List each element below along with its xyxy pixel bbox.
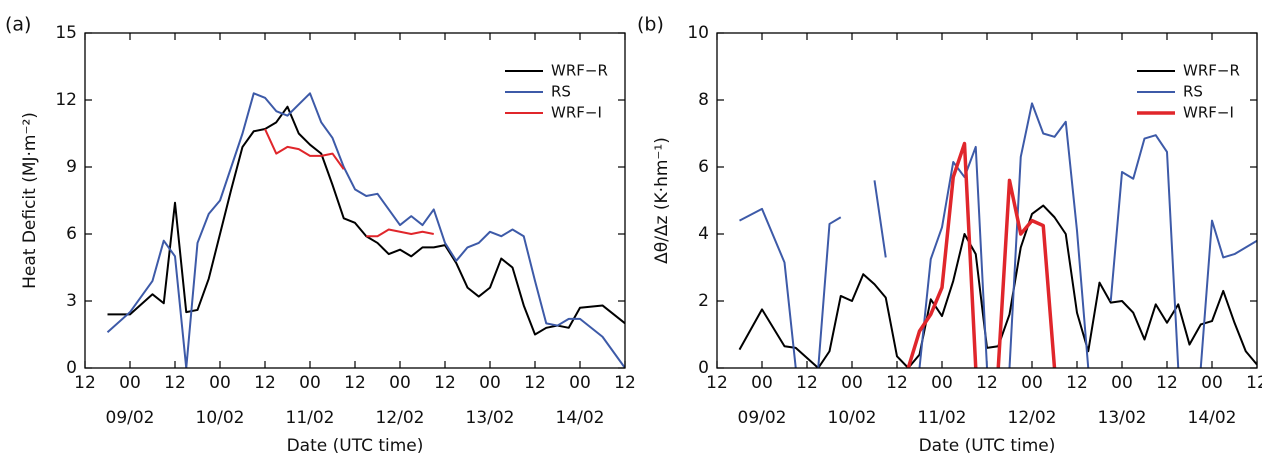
series-line (106, 92, 625, 368)
y-tick-label: 2 (698, 291, 709, 311)
date-label: 13/02 (466, 408, 515, 428)
legend-label: RS (551, 83, 571, 101)
x-tick-label: 12 (1246, 373, 1262, 393)
x-axis-title: Date (UTC time) (287, 436, 424, 456)
x-tick-label: 00 (1111, 373, 1133, 393)
x-tick-label: 00 (119, 373, 141, 393)
x-tick-label: 12 (796, 373, 818, 393)
y-tick-label: 0 (66, 358, 77, 378)
y-tick-label: 8 (698, 90, 709, 110)
x-tick-label: 12 (74, 373, 96, 393)
x-tick-label: 00 (389, 373, 411, 393)
x-tick-label: 00 (751, 373, 773, 393)
x-tick-label: 12 (434, 373, 456, 393)
x-axis-title: Date (UTC time) (919, 436, 1056, 456)
y-tick-label: 10 (687, 23, 709, 43)
date-label: 11/02 (286, 408, 335, 428)
y-tick-label: 6 (698, 157, 709, 177)
y-tick-label: 6 (66, 224, 77, 244)
date-label: 09/02 (738, 408, 787, 428)
series-line (107, 105, 625, 336)
date-label: 12/02 (1008, 408, 1057, 428)
x-tick-label: 00 (1201, 373, 1223, 393)
x-tick-label: 00 (299, 373, 321, 393)
y-tick-label: 4 (698, 224, 709, 244)
legend-label: WRF−I (551, 104, 602, 122)
panel: (b) 0 2 4 6 8 10 12 00 12 00 12 00 12 00 12 00 12 00 12 09/0… (637, 14, 1262, 457)
y-axis-title: Heat Deficit (MJ·m⁻²) (20, 112, 40, 289)
x-tick-label: 00 (209, 373, 231, 393)
plot-frame (84, 32, 626, 369)
x-tick-label: 12 (1156, 373, 1178, 393)
x-tick-label: 12 (524, 373, 546, 393)
x-tick-label: 00 (569, 373, 591, 393)
plot-frame (716, 32, 1258, 369)
y-tick-label: 0 (698, 358, 709, 378)
legend-label: WRF−I (1183, 104, 1234, 122)
x-tick-label: 12 (976, 373, 998, 393)
date-label: 10/02 (828, 408, 877, 428)
x-tick-label: 12 (706, 373, 728, 393)
series-line (264, 128, 434, 238)
date-label: 11/02 (918, 408, 967, 428)
legend-label: RS (1183, 83, 1203, 101)
x-tick-label: 00 (479, 373, 501, 393)
legend-label: WRF−R (551, 62, 608, 80)
series-line (906, 141, 1057, 368)
x-tick-label: 00 (931, 373, 953, 393)
panel: (a) 0 3 6 9 12 15 12 00 12 00 12 00 12 00 12 00 12 00 12 09/… (5, 14, 636, 457)
y-axis-title: Δθ/Δz (K·hm⁻¹) (652, 137, 672, 264)
legend-label: WRF−R (1183, 62, 1240, 80)
x-tick-label: 12 (614, 373, 636, 393)
y-tick-label: 9 (66, 157, 77, 177)
date-label: 13/02 (1098, 408, 1147, 428)
date-label: 09/02 (106, 408, 155, 428)
x-tick-label: 00 (1021, 373, 1043, 393)
panel-label: (a) (5, 14, 31, 36)
date-label: 10/02 (196, 408, 245, 428)
date-label: 12/02 (376, 408, 425, 428)
x-tick-label: 12 (886, 373, 908, 393)
panel-label: (b) (637, 14, 664, 36)
x-tick-label: 12 (254, 373, 276, 393)
x-tick-label: 12 (164, 373, 186, 393)
y-tick-label: 12 (55, 90, 77, 110)
y-tick-label: 15 (55, 23, 77, 43)
x-tick-label: 12 (1066, 373, 1088, 393)
y-tick-label: 3 (66, 291, 77, 311)
x-tick-label: 00 (841, 373, 863, 393)
date-label: 14/02 (556, 408, 605, 428)
series-line (739, 102, 1257, 368)
date-label: 14/02 (1188, 408, 1237, 428)
x-tick-label: 12 (344, 373, 366, 393)
